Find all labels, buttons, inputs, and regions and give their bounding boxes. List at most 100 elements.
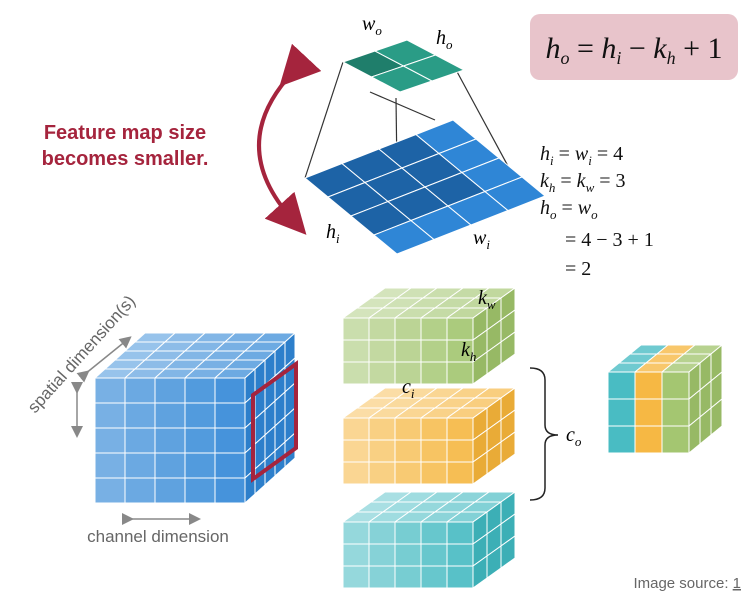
kernel-cube-teal-front-cell xyxy=(420,565,448,589)
output-cube-front-cell xyxy=(607,398,636,427)
input-cube-front-cell xyxy=(184,427,216,454)
equations: hi = wi = 4 kh = kw = 3 ho = wo = 4 − 3 … xyxy=(540,143,654,280)
formula-minus: − xyxy=(621,32,653,65)
kernel-cube-teal-front-cell xyxy=(342,521,370,545)
kernel-cube-green-front-cell xyxy=(446,317,474,341)
formula-a-sub: i xyxy=(616,48,621,68)
input-cube-front-cell xyxy=(124,477,156,504)
eq2-b: k xyxy=(577,170,587,192)
eq1-b: w xyxy=(575,143,589,165)
kernel-cube-orange-front-cell xyxy=(394,417,422,441)
co-sub: o xyxy=(575,434,582,449)
kernel-cube-teal-front-cell xyxy=(342,565,370,589)
input-cube-front-cell xyxy=(214,402,246,429)
kernel-cube-teal-front-cell xyxy=(446,543,474,567)
top-h-sub: o xyxy=(446,37,453,52)
channel-label: channel dimension xyxy=(87,527,229,546)
kernel-cube-green-front-cell xyxy=(368,361,396,385)
input-cube-front-cell xyxy=(124,427,156,454)
kernel-cube-green-front-cell xyxy=(368,317,396,341)
kh-sub: h xyxy=(470,349,477,364)
spatial-arrow-diagonal xyxy=(76,336,132,383)
eq2-eq: = xyxy=(555,170,576,192)
formula-a: h xyxy=(601,32,616,65)
kernel-cube-orange-front-cell xyxy=(420,461,448,485)
output-cube-front-cell xyxy=(661,371,690,400)
equation-4: = 4 − 3 + 1 xyxy=(565,229,654,251)
kernel-cube-teal-front-cell xyxy=(394,521,422,545)
kernel-cube-green-front-cell xyxy=(342,339,370,363)
output-cube-front-cell xyxy=(607,425,636,454)
image-source-text: Image source: xyxy=(633,575,732,592)
kernel-cube-teal-front-cell xyxy=(342,543,370,567)
input-cube-front-cell xyxy=(94,452,126,479)
eq3-b-sub: o xyxy=(591,207,598,222)
eq2-a-sub: h xyxy=(549,180,556,195)
kernel-cube-orange-front-cell xyxy=(368,461,396,485)
kernel-cube-teal-front-cell xyxy=(446,565,474,589)
input-w-label: wi xyxy=(473,227,490,252)
input-cube xyxy=(93,331,297,505)
kernel-cube-orange-front-cell xyxy=(342,439,370,463)
formula: ho = hi − kh + 1 xyxy=(545,32,722,68)
kernel-cube-orange-front-cell xyxy=(342,417,370,441)
kw: k xyxy=(478,287,488,309)
co-label: co xyxy=(566,424,582,449)
kernel-cube-orange-front-cell xyxy=(420,439,448,463)
kernel-cube-teal-front-cell xyxy=(368,543,396,567)
input-w: w xyxy=(473,227,487,249)
input-h-sub: i xyxy=(336,231,340,246)
formula-plus: + 1 xyxy=(676,32,723,65)
kernel-cube-orange-front-cell xyxy=(394,461,422,485)
kernel-cube-green-side-cell xyxy=(500,331,516,365)
eq2-b-sub: w xyxy=(586,180,595,195)
ci-label: ci xyxy=(402,376,415,401)
image-source-link[interactable]: 1 xyxy=(733,575,741,592)
equation-5: = 2 xyxy=(565,258,591,280)
formula-box xyxy=(530,14,738,80)
output-cube-front-cell xyxy=(634,425,663,454)
kh-label: kh xyxy=(461,339,476,364)
equation-3: ho = wo xyxy=(540,197,598,222)
kernel-cube-teal-front-cell xyxy=(420,543,448,567)
input-cube-front-cell xyxy=(94,377,126,404)
kernel-cube-teal-front-cell xyxy=(420,521,448,545)
kernel-cube-orange-side-cell xyxy=(500,431,516,465)
annotation-line1: Feature map size xyxy=(44,122,206,144)
kernel-cube-teal-front-cell xyxy=(368,521,396,545)
cube-blocks xyxy=(93,287,724,589)
output-cube-front-cell xyxy=(634,398,663,427)
kernel-cube-orange-front-cell xyxy=(368,417,396,441)
input-h: h xyxy=(326,221,336,243)
eq1-a-sub: i xyxy=(550,153,554,168)
output-channel-brace xyxy=(529,367,559,501)
annotation-line2: becomes smaller. xyxy=(42,148,209,170)
kernel-cube-green-front-cell xyxy=(394,317,422,341)
eq1-b-sub: i xyxy=(588,153,592,168)
eq2-a: k xyxy=(540,170,550,192)
kw-sub: w xyxy=(487,297,496,312)
input-cube-front-cell xyxy=(214,452,246,479)
input-cube-front-cell xyxy=(214,427,246,454)
ci-sub: i xyxy=(411,386,415,401)
input-cube-front-cell xyxy=(184,377,216,404)
input-cube-front-cell xyxy=(124,377,156,404)
kernel-cube-green-front-cell xyxy=(446,361,474,385)
formula-lhs: h xyxy=(545,32,560,65)
input-cell xyxy=(484,176,546,212)
eq3-b: w xyxy=(578,197,592,219)
input-cube-front-cell xyxy=(154,477,186,504)
eq3-a: h xyxy=(540,197,550,219)
kernel-cube-orange-front-cell xyxy=(420,417,448,441)
kernel-cube-orange xyxy=(341,387,517,485)
formula-b: k xyxy=(653,32,667,65)
input-cube-front-cell xyxy=(184,452,216,479)
input-cube-front-cell xyxy=(94,402,126,429)
top-w-label: wo xyxy=(362,13,382,38)
kernel-cube-teal-front-cell xyxy=(368,565,396,589)
output-cube-front-cell xyxy=(607,371,636,400)
formula-eq: = xyxy=(569,32,601,65)
output-cube-front-cell xyxy=(661,398,690,427)
shrink-arrow xyxy=(257,43,322,235)
